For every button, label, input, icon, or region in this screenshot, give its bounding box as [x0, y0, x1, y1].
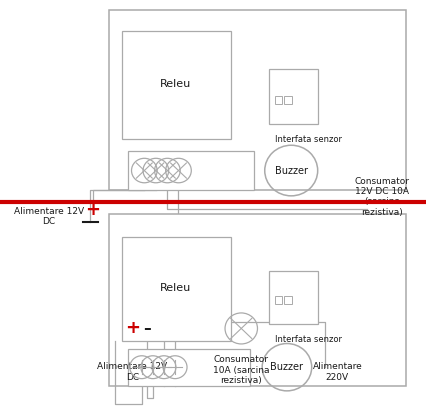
- Text: +: +: [85, 201, 101, 219]
- Bar: [284, 96, 291, 104]
- Text: Alimentare 12V
DC: Alimentare 12V DC: [14, 206, 84, 226]
- Bar: [268, 69, 317, 124]
- Text: +: +: [124, 319, 140, 337]
- Text: –: –: [143, 321, 151, 336]
- Text: Releu: Releu: [160, 284, 191, 293]
- Bar: [109, 214, 405, 386]
- Text: Alimentare 12V
DC: Alimentare 12V DC: [97, 362, 167, 382]
- Bar: [128, 151, 253, 190]
- Text: Consumator
10A (sarcina
rezistiva): Consumator 10A (sarcina rezistiva): [213, 355, 269, 385]
- Text: Releu: Releu: [160, 80, 191, 89]
- Bar: [121, 237, 230, 341]
- Bar: [274, 296, 282, 304]
- Bar: [268, 271, 317, 324]
- Text: Consumator
12V DC 10A
(sarcina
rezistiva): Consumator 12V DC 10A (sarcina rezistiva…: [354, 177, 409, 217]
- Bar: [121, 31, 230, 139]
- Bar: [284, 296, 291, 304]
- Text: Buzzer: Buzzer: [274, 166, 307, 175]
- Text: Buzzer: Buzzer: [270, 362, 303, 372]
- Text: Interfata senzor: Interfata senzor: [275, 135, 342, 144]
- Bar: [274, 96, 282, 104]
- Bar: [128, 349, 249, 386]
- Text: Interfata senzor: Interfata senzor: [275, 335, 342, 344]
- Bar: [109, 10, 405, 190]
- Text: Alimentare
220V: Alimentare 220V: [312, 362, 361, 382]
